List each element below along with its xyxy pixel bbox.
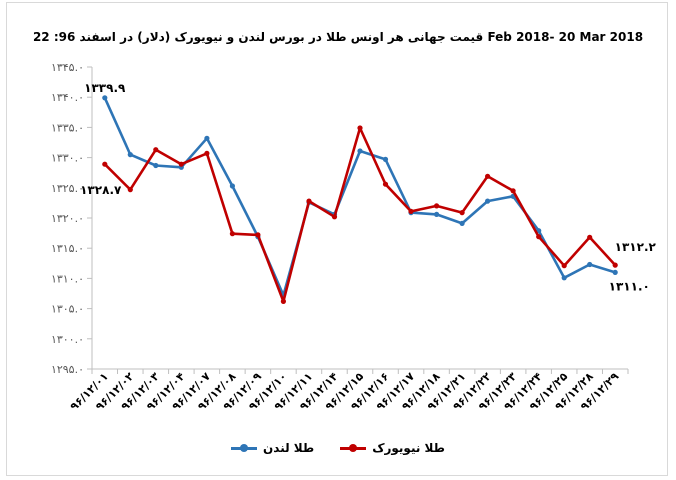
data-point (229, 231, 235, 237)
data-point (229, 183, 235, 189)
y-tick-label: ۱۳۰۰.۰ (51, 333, 84, 346)
annotations: ۱۳۳۹.۹ ۱۳۲۸.۷ ۱۳۱۲.۲ ۱۳۱۱.۰ (80, 81, 656, 294)
data-point (153, 147, 159, 153)
data-point (178, 161, 184, 167)
legend-item-newyork: طلا نیویورک (340, 441, 445, 455)
data-point (485, 198, 491, 204)
data-point (127, 152, 133, 158)
y-tick-label: ۱۳۰۵.۰ (51, 303, 84, 316)
data-point (204, 150, 210, 156)
legend-label-london: طلا لندن (263, 441, 315, 455)
data-point (127, 187, 133, 193)
legend-label-newyork: طلا نیویورک (372, 441, 445, 455)
data-point (612, 269, 618, 275)
data-point (485, 173, 491, 179)
y-tick-label: ۱۳۳۵.۰ (51, 121, 84, 134)
data-point (561, 275, 567, 281)
data-point (382, 181, 389, 187)
data-point (382, 156, 389, 162)
y-tick-label: ۱۳۴۵.۰ (51, 61, 84, 74)
data-point (102, 161, 108, 167)
y-tick-label: ۱۳۳۰.۰ (51, 152, 84, 165)
y-tick-label: ۱۳۱۰.۰ (51, 272, 84, 285)
data-point (561, 263, 567, 269)
data-point (331, 214, 338, 220)
y-tick-label: ۱۳۴۰.۰ (51, 91, 84, 104)
data-point (459, 210, 465, 216)
data-label: ۱۳۱۲.۲ (615, 240, 657, 254)
y-tick-label: ۱۳۲۰.۰ (51, 212, 84, 225)
data-point (459, 220, 465, 226)
y-tick-label: ۱۳۱۵.۰ (51, 242, 84, 255)
legend: طلا لندن طلا نیویورک (0, 441, 676, 455)
data-point (587, 234, 593, 240)
data-label: ۱۳۲۸.۷ (80, 183, 122, 197)
y-tick-label: ۱۳۲۵.۰ (51, 182, 84, 195)
data-point (612, 262, 618, 268)
chart-title: قیمت جهانی هر اونس طلا در بورس لندن و نی… (32, 30, 644, 44)
data-point (434, 211, 440, 217)
data-point (434, 203, 440, 209)
legend-item-london: طلا لندن (231, 441, 314, 455)
data-point (204, 135, 210, 141)
data-point (408, 208, 414, 214)
data-label: ۱۳۳۹.۹ (84, 81, 126, 95)
data-point (153, 162, 159, 169)
data-point (510, 188, 516, 194)
series-1 (102, 125, 618, 304)
data-point (357, 125, 363, 131)
data-point (587, 261, 593, 268)
y-tick-label: ۱۲۹۵.۰ (51, 363, 84, 376)
data-point (536, 234, 542, 240)
data-point (357, 148, 363, 154)
series-layer (102, 95, 618, 304)
data-point (102, 95, 108, 101)
legend-swatch-london (231, 443, 258, 452)
data-point (280, 298, 286, 304)
chart-frame (6, 2, 668, 476)
data-label: ۱۳۱۱.۰ (609, 279, 650, 293)
data-point (306, 198, 312, 204)
data-point (255, 232, 261, 238)
legend-swatch-newyork (340, 443, 367, 452)
